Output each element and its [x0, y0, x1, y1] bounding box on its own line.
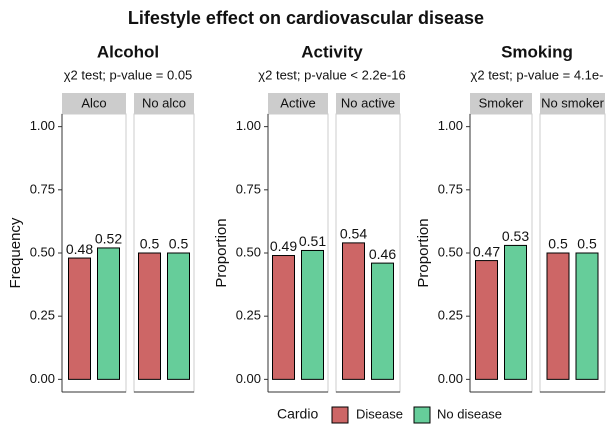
facet-strip [134, 93, 194, 114]
value-label: 0.54 [340, 226, 367, 242]
y-axis-label: Proportion [415, 218, 432, 287]
facet-strip [540, 93, 605, 114]
y-tick-label: 0.00 [236, 371, 261, 386]
y-tick-label: 0.25 [30, 308, 55, 323]
value-label: 0.48 [66, 241, 93, 257]
value-label: 0.49 [270, 238, 297, 254]
facet-strip [268, 93, 328, 114]
y-tick-label: 0.75 [438, 181, 463, 196]
y-tick-label: 0.75 [236, 181, 261, 196]
bar [546, 252, 570, 380]
bar [272, 255, 295, 380]
bar [504, 244, 527, 380]
y-tick-label: 1.00 [30, 118, 55, 133]
value-label: 0.51 [299, 233, 326, 249]
value-label: 0.5 [169, 236, 189, 252]
y-tick-label: 0.50 [30, 244, 55, 259]
y-tick-label: 0.25 [438, 308, 463, 323]
facet-label: Active [280, 95, 315, 110]
bar [68, 257, 91, 380]
value-label: 0.46 [369, 246, 396, 262]
legend-swatch [331, 406, 349, 424]
chart-title: Activity [301, 42, 363, 61]
y-tick-label: 0.75 [30, 181, 55, 196]
y-tick-label: 0.25 [236, 308, 261, 323]
facet-label: No smoker [541, 95, 605, 110]
y-tick-label: 0.00 [438, 371, 463, 386]
bar [475, 260, 498, 380]
value-label: 0.5 [548, 236, 568, 252]
chart-subtitle: χ2 test; p-value < 2.2e-16 [258, 67, 405, 82]
chart-subtitle: χ2 test; p-value = 0.05 [64, 67, 193, 82]
value-label: 0.47 [473, 243, 500, 259]
y-axis-label: Proportion [213, 218, 230, 287]
y-axis-label: Frequency [7, 217, 24, 288]
bar [342, 242, 365, 380]
facet-label: No active [341, 95, 395, 110]
facet-label: Alco [81, 95, 106, 110]
facet-strip [470, 93, 532, 114]
facet-label: No alco [142, 95, 186, 110]
legend-label: No disease [437, 406, 502, 421]
chart-subtitle: χ2 test; p-value = 4.1e- [471, 67, 604, 82]
facet-strip [62, 93, 126, 114]
y-tick-label: 0.50 [438, 244, 463, 259]
chart-title: Smoking [501, 42, 573, 61]
legend-label: Disease [356, 406, 403, 421]
y-tick-label: 0.00 [30, 371, 55, 386]
bar [167, 252, 190, 380]
value-label: 0.53 [502, 228, 529, 244]
facet-strip [336, 93, 400, 114]
value-label: 0.5 [140, 236, 160, 252]
legend-title: Cardio [277, 406, 318, 422]
bar [575, 252, 599, 380]
bar [371, 262, 394, 380]
y-tick-label: 1.00 [236, 118, 261, 133]
y-tick-label: 1.00 [438, 118, 463, 133]
bar [97, 247, 120, 380]
value-label: 0.5 [577, 236, 597, 252]
y-tick-label: 0.50 [236, 244, 261, 259]
facet-label: Smoker [479, 95, 524, 110]
value-label: 0.52 [95, 231, 122, 247]
legend-swatch [413, 406, 431, 424]
main-title: Lifestyle effect on cardiovascular disea… [128, 8, 484, 28]
bar [301, 249, 324, 380]
bar [138, 252, 161, 380]
chart-title: Alcohol [97, 42, 159, 61]
